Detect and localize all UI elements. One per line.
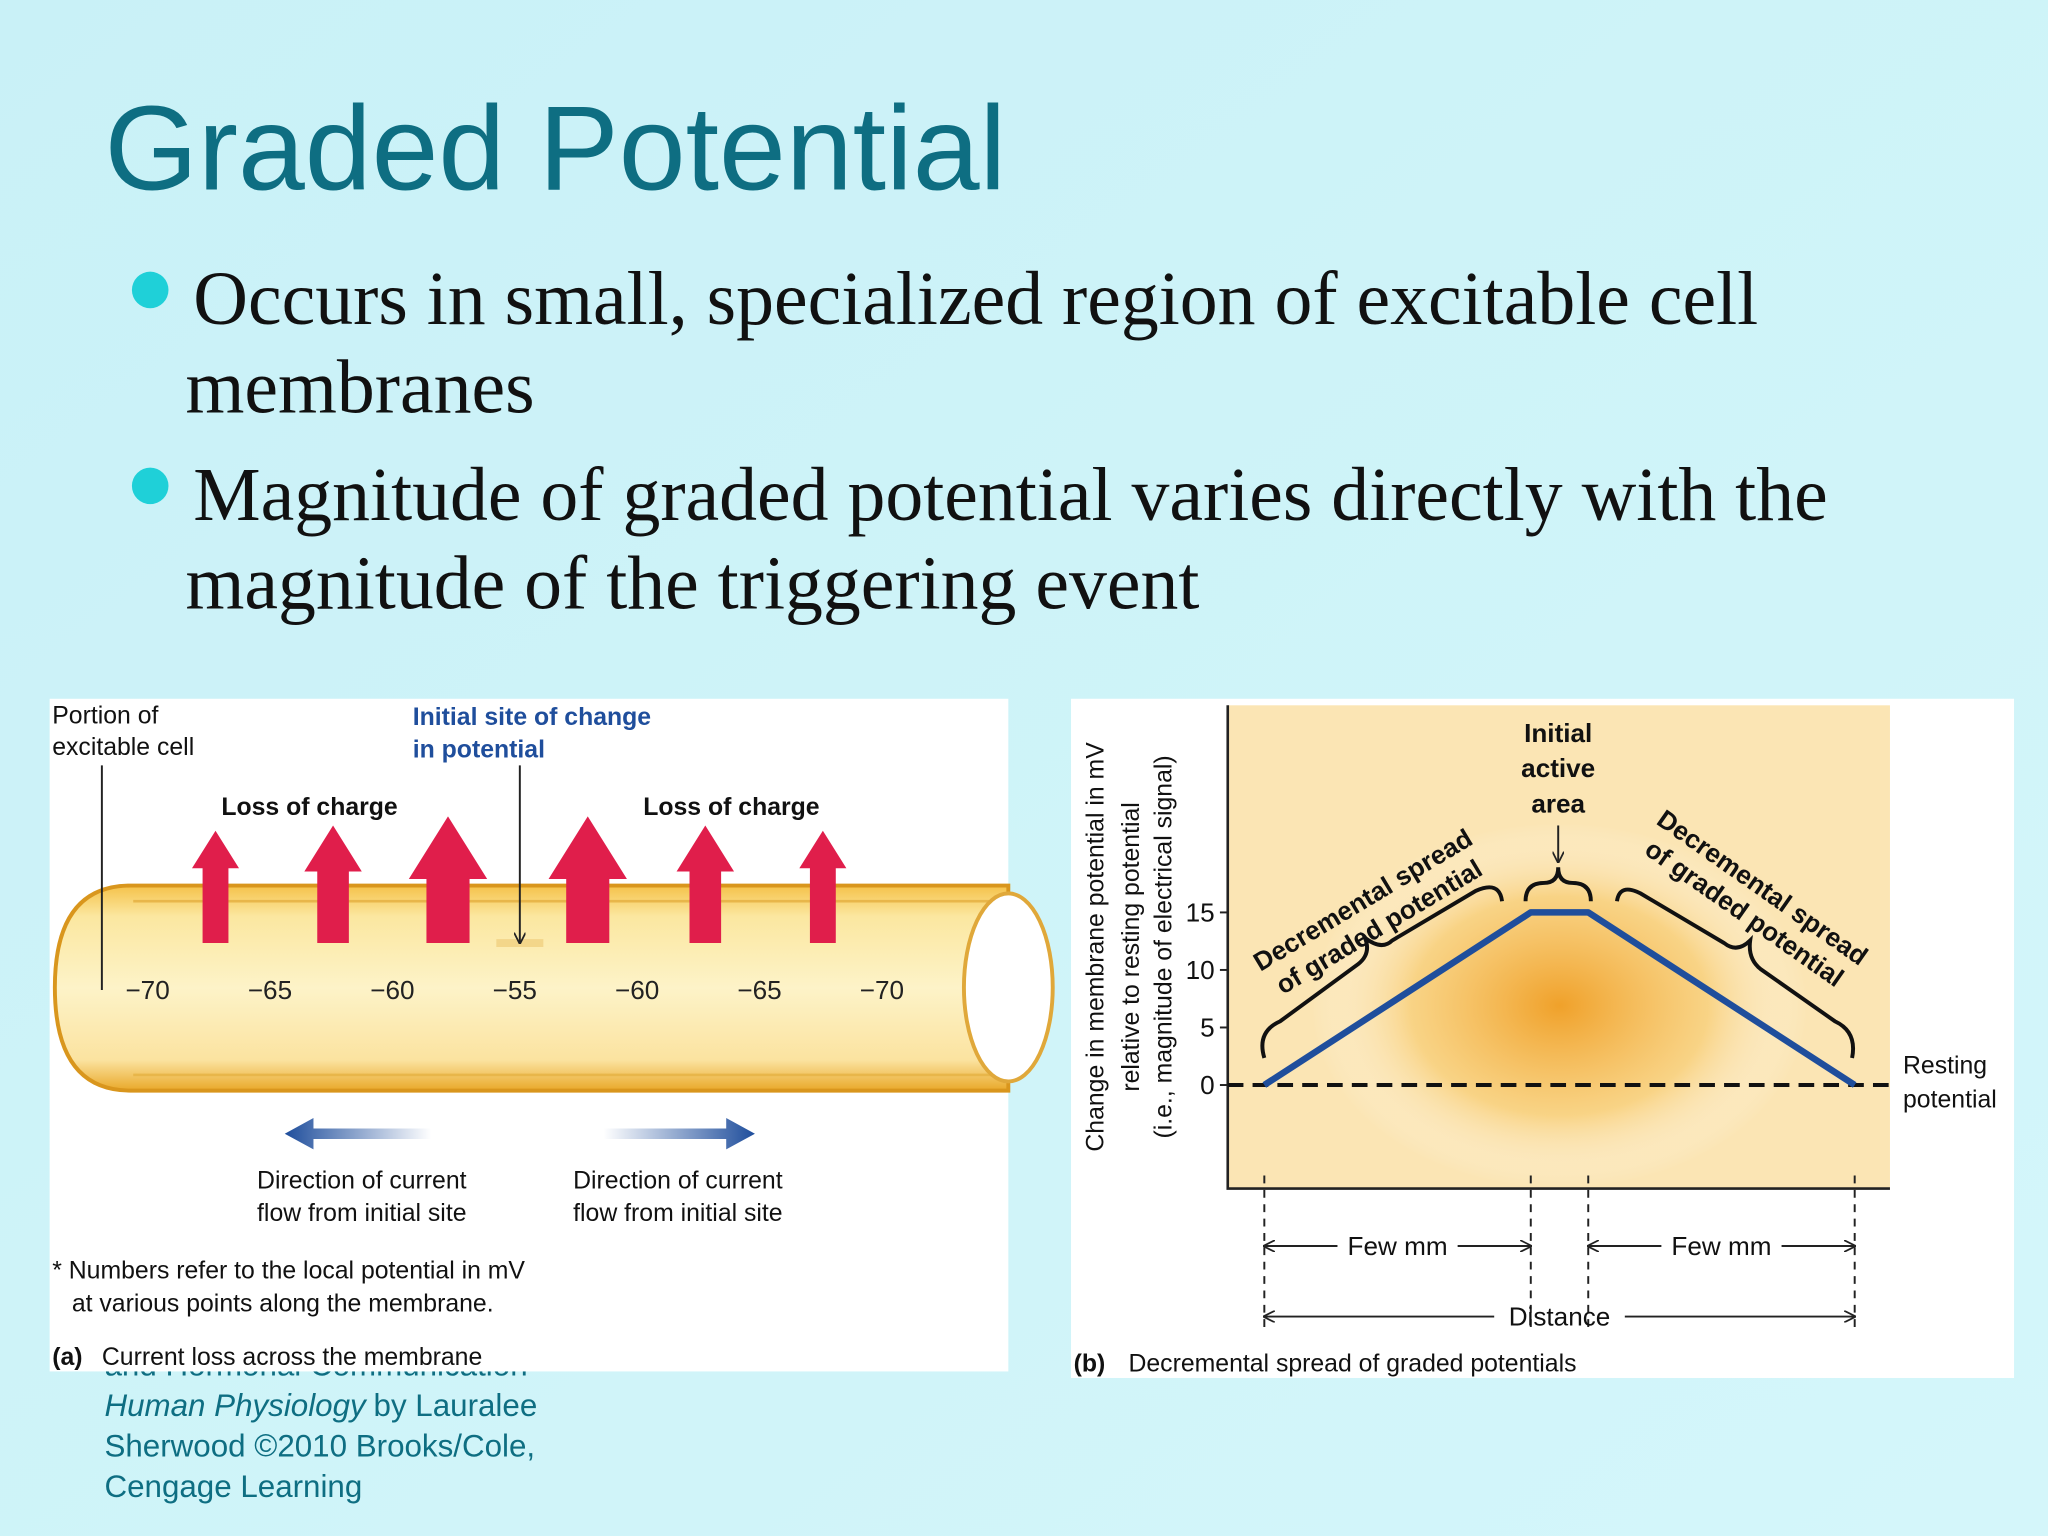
direction-label: Direction of current (257, 1168, 467, 1195)
potential-label: −70 (125, 975, 169, 1005)
y-label-line: (i.e., magnitude of electrical signal) (1151, 755, 1178, 1138)
potential-label: −65 (248, 975, 292, 1005)
y-label: Change in membrane potential in mV relati… (1083, 742, 1178, 1152)
charge-arrow (304, 825, 362, 944)
y-label-line: Change in membrane potential in mV (1083, 742, 1110, 1152)
caption-letter: (a) (52, 1344, 82, 1371)
charge-arrow (548, 816, 627, 944)
few-mm-label: Few mm (1348, 1231, 1448, 1261)
potential-label: −70 (860, 975, 904, 1005)
credit-book: Human Physiology (104, 1388, 368, 1423)
bullet-text: magnitude of the triggering event (185, 542, 1199, 626)
membrane-tube (52, 883, 1011, 1093)
caption: Current loss across the membrane (102, 1344, 482, 1371)
brace (1523, 867, 1593, 902)
brace (1615, 887, 1855, 1059)
initial-site-label: Initial site of change (413, 704, 651, 731)
initial-site-label: in potential (413, 737, 545, 764)
bullet-dot (131, 467, 169, 505)
direction-label: Direction of current (573, 1168, 783, 1195)
caption-letter: (b) (1074, 1350, 1106, 1377)
y-tick-label: 0 (1200, 1070, 1215, 1100)
direction-label: flow from initial site (257, 1200, 466, 1227)
direction-label: flow from initial site (573, 1200, 782, 1227)
current-arrow (603, 1118, 755, 1150)
current-arrow (284, 1118, 432, 1150)
tube-opening (961, 891, 1055, 1084)
potential-label: −55 (493, 975, 537, 1005)
caption: Decremental spread of graded potentials (1128, 1350, 1576, 1377)
axes (1226, 705, 1890, 1190)
loss-label: Loss of charge (221, 794, 397, 821)
potential-label: −65 (737, 975, 781, 1005)
charge-arrow (408, 816, 488, 944)
credit-text: Human Physiology by Lauralee (104, 1388, 537, 1423)
credit-text: Sherwood ©2010 Brooks/Cole, (104, 1428, 535, 1463)
portion-label: excitable cell (52, 734, 194, 761)
bullet-text: Magnitude of graded potential varies dir… (193, 453, 1827, 537)
charge-arrow (799, 830, 847, 944)
bullet-dot (131, 271, 169, 309)
y-tick-label: 10 (1186, 955, 1215, 985)
initial-label: area (1531, 788, 1585, 818)
charge-arrow (192, 830, 240, 944)
charge-arrow (676, 825, 735, 944)
y-label-line: relative to resting potential (1118, 802, 1145, 1091)
brace (1260, 885, 1504, 1059)
y-tick-label: 15 (1186, 898, 1215, 928)
potential-label: −60 (370, 975, 414, 1005)
credit-by: by Lauralee (374, 1388, 538, 1423)
bullet-text: membranes (185, 346, 534, 430)
initial-label: Initial (1524, 718, 1592, 748)
resting-label: Resting (1903, 1053, 1987, 1080)
potential-label: −60 (615, 975, 659, 1005)
potential-line (1262, 909, 1857, 1088)
y-tick-label: 5 (1200, 1013, 1215, 1043)
initial-label: active (1521, 753, 1595, 783)
distance-label: Distance (1509, 1302, 1611, 1332)
few-mm-label: Few mm (1671, 1231, 1771, 1261)
portion-label: Portion of (52, 703, 158, 730)
loss-label: Loss of charge (643, 794, 819, 821)
credit-text: Cengage Learning (104, 1469, 362, 1504)
slide-title: Graded Potential (104, 81, 1006, 215)
footnote: * Numbers refer to the local potential i… (52, 1258, 525, 1285)
bullet-text: Occurs in small, specialized region of e… (193, 257, 1758, 341)
resting-label: potential (1903, 1087, 1997, 1114)
footnote: at various points along the membrane. (72, 1290, 494, 1317)
